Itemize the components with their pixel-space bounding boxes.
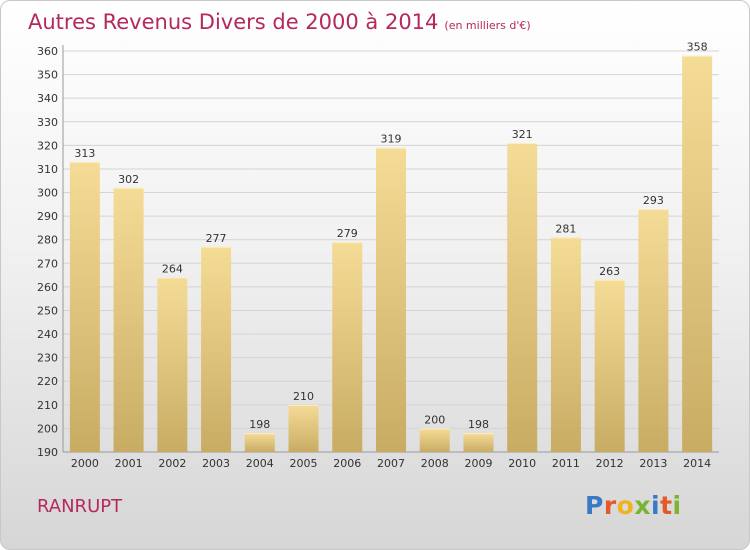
x-tick-label: 2013 <box>639 457 667 470</box>
tick-labels: 190 200 210 220 230 240 250 260 270 280 290 300 310 3… <box>37 45 711 470</box>
bar <box>201 246 232 452</box>
bar-value-label: 210 <box>293 390 314 403</box>
y-tick-label: 200 <box>37 422 58 435</box>
logo-letter-i1: i <box>651 491 661 520</box>
y-tick-label: 290 <box>37 210 58 223</box>
y-tick-label: 330 <box>37 116 58 129</box>
proxiti-logo: Proxiti <box>585 491 682 520</box>
bar-value-label: 281 <box>555 222 576 235</box>
bar-value-label: 277 <box>206 232 227 245</box>
bar <box>638 209 669 452</box>
x-tick-label: 2008 <box>421 457 449 470</box>
x-tick-label: 2000 <box>71 457 99 470</box>
bar-value-label: 263 <box>599 265 620 278</box>
bar-value-label: 279 <box>337 227 358 240</box>
chart-title-main: Autres Revenus Divers de 2000 à 2014 <box>28 10 439 34</box>
bar <box>682 55 713 452</box>
x-tick-label: 2007 <box>377 457 405 470</box>
y-tick-label: 250 <box>37 304 58 317</box>
bar-value-label: 198 <box>249 418 270 431</box>
bar <box>69 161 100 453</box>
bar-value-label: 319 <box>381 133 402 146</box>
logo-letter-x: x <box>634 491 651 520</box>
y-tick-label: 300 <box>37 187 58 200</box>
bar-value-label: 321 <box>512 128 533 141</box>
x-tick-label: 2014 <box>683 457 711 470</box>
logo-letter-i2: i <box>672 491 682 520</box>
x-tick-label: 2001 <box>115 457 143 470</box>
y-tick-label: 310 <box>37 163 58 176</box>
y-tick-label: 190 <box>37 446 58 459</box>
bar <box>157 277 188 452</box>
bar-value-label: 198 <box>468 418 489 431</box>
bar <box>419 428 450 452</box>
bar <box>288 404 319 452</box>
bar-value-label: 358 <box>687 41 708 54</box>
bar <box>332 242 363 452</box>
logo-letter-o: o <box>616 491 635 520</box>
chart-title-unit: (en milliers d'€) <box>444 19 531 32</box>
y-tick-label: 220 <box>37 375 58 388</box>
bar-value-label: 264 <box>162 262 183 275</box>
commune-name: RANRUPT <box>37 496 123 517</box>
bar <box>463 433 494 452</box>
bars <box>69 55 713 453</box>
y-tick-label: 240 <box>37 328 58 341</box>
x-tick-label: 2010 <box>508 457 536 470</box>
bar <box>550 237 581 452</box>
bar-value-label: 313 <box>74 147 95 160</box>
x-tick-label: 2005 <box>290 457 318 470</box>
y-tick-label: 260 <box>37 281 58 294</box>
y-tick-label: 340 <box>37 92 58 105</box>
bar-value-label: 200 <box>424 413 445 426</box>
bar <box>507 142 538 452</box>
y-tick-label: 320 <box>37 139 58 152</box>
logo-letter-p: P <box>585 491 604 520</box>
y-tick-label: 360 <box>37 45 58 58</box>
bar <box>244 433 275 452</box>
y-tick-label: 270 <box>37 257 58 270</box>
x-tick-label: 2009 <box>464 457 492 470</box>
bar <box>376 147 406 452</box>
chart-title: Autres Revenus Divers de 2000 à 2014 (en … <box>28 10 531 34</box>
x-tick-label: 2003 <box>202 457 230 470</box>
logo-letter-t: t <box>660 491 673 520</box>
bar-value-label: 302 <box>118 173 139 186</box>
x-tick-label: 2004 <box>246 457 274 470</box>
y-tick-label: 280 <box>37 234 58 247</box>
x-tick-label: 2002 <box>158 457 186 470</box>
bar <box>594 279 625 452</box>
y-tick-label: 350 <box>37 69 58 82</box>
bar-value-label: 293 <box>643 194 664 207</box>
data-labels: 313 302 264 277 198 210 279 319 200 198 321 281 263 2… <box>74 41 707 431</box>
y-tick-label: 210 <box>37 399 58 412</box>
logo-letter-r: r <box>603 491 617 520</box>
x-tick-label: 2011 <box>552 457 580 470</box>
bar <box>113 187 144 452</box>
x-tick-label: 2012 <box>596 457 624 470</box>
y-tick-label: 230 <box>37 352 58 365</box>
x-tick-label: 2006 <box>333 457 361 470</box>
